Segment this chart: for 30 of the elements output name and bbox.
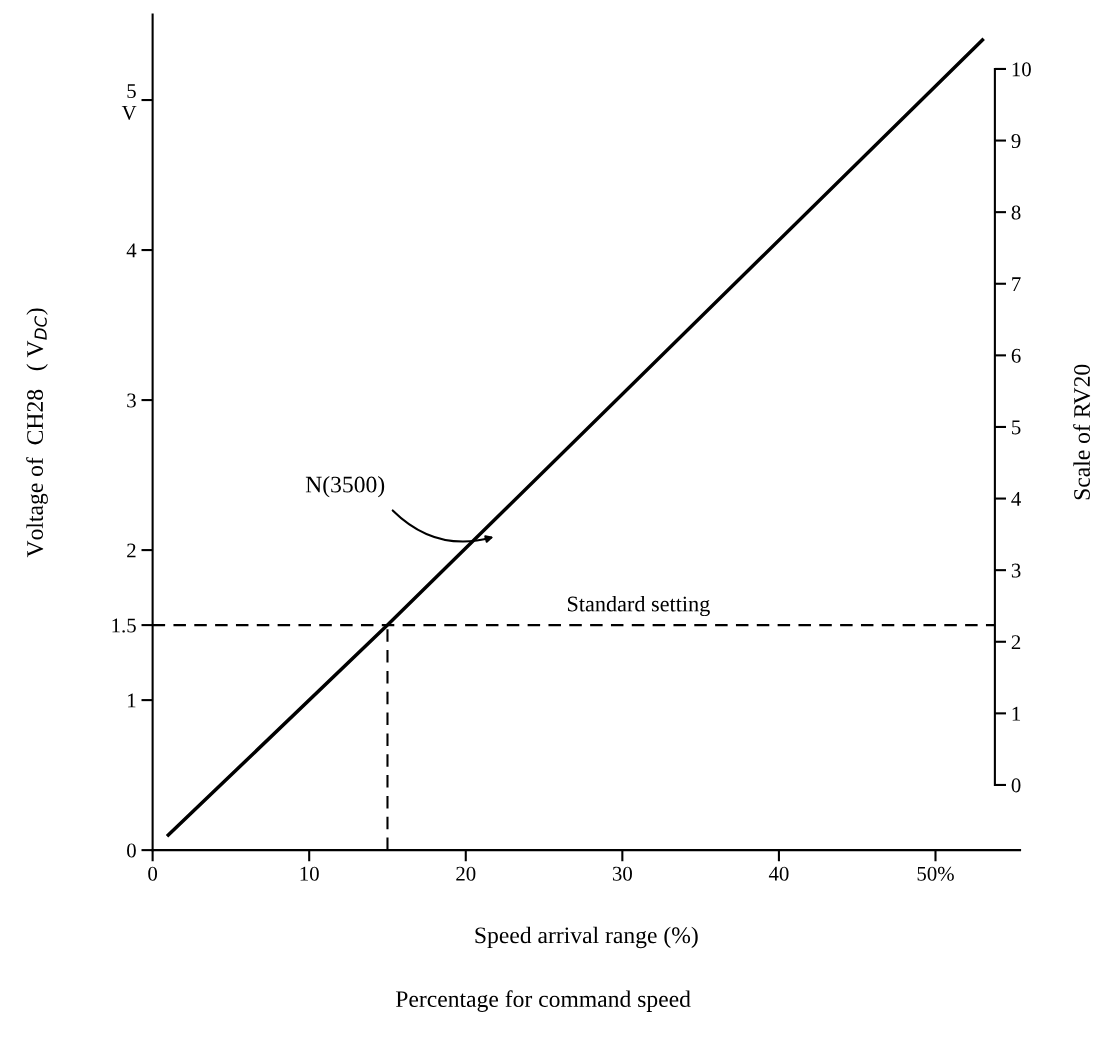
x-tick-label: 30 xyxy=(612,866,632,881)
y2-tick-label: 9 xyxy=(1011,133,1021,148)
y2-tick-label: 8 xyxy=(1011,205,1021,220)
x-tick-label: 50% xyxy=(917,866,954,881)
x-tick-label: 0 xyxy=(148,866,158,881)
y-tick-label: 4 xyxy=(126,243,137,258)
y2-tick-label: 6 xyxy=(1011,348,1021,363)
y2-tick-label: 1 xyxy=(1012,706,1021,721)
y-tick-label: 3 xyxy=(127,393,136,408)
y-tick-label: 2 xyxy=(127,543,136,558)
y2-tick-label: 0 xyxy=(1011,778,1021,793)
y-tick-label: 0 xyxy=(127,843,136,858)
x-tick-label: 10 xyxy=(300,866,319,881)
x-tick-label: 40 xyxy=(768,866,789,881)
text: Percentage for command speed xyxy=(395,990,691,1012)
y2-tick-label: 7 xyxy=(1012,277,1021,291)
y-tick-label: 1 xyxy=(128,693,136,708)
y2-axis-title: Scale of RV20 xyxy=(1073,364,1091,500)
x-axis-title: Speed arrival range (%) xyxy=(475,926,698,949)
y-tick-label: 5 V xyxy=(121,84,137,120)
y2-tick-label: 10 xyxy=(1012,62,1031,77)
ref-line-label: Standard setting xyxy=(567,595,710,617)
y2-tick-label: 4 xyxy=(1011,492,1021,506)
annotation: N(3500) xyxy=(305,475,385,498)
y-axis-title: Voltage of CH28 ( V$_{DC}$) xyxy=(26,308,48,558)
y2-tick-label: 3 xyxy=(1011,563,1021,578)
y2-tick-label: 5 xyxy=(1012,420,1021,435)
y2-tick-label: 2 xyxy=(1011,635,1021,649)
x-tick-label: 20 xyxy=(456,866,476,881)
y-tick-label: 1.5 xyxy=(112,618,136,633)
